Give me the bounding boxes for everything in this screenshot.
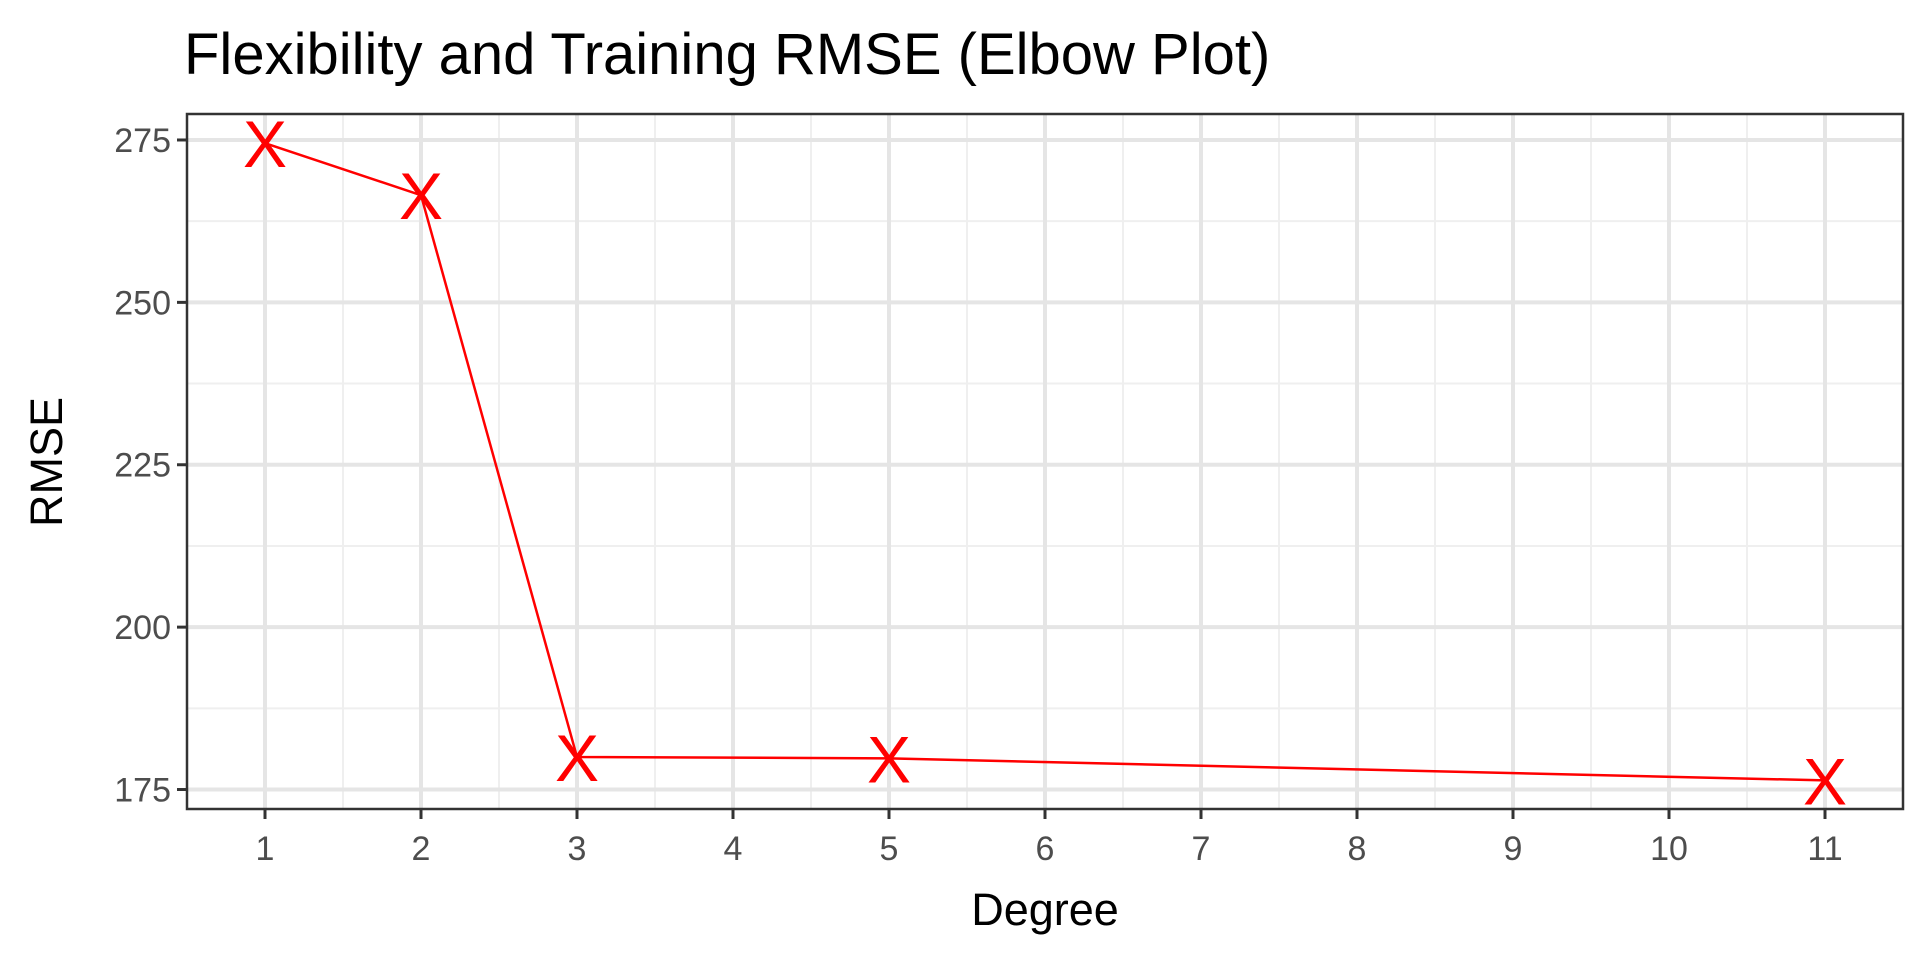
chart-title: Flexibility and Training RMSE (Elbow Plo…	[184, 22, 1270, 87]
x-tick-label: 2	[412, 830, 431, 868]
axis-ticks	[177, 138, 1827, 819]
x-tick-label: 7	[1192, 830, 1211, 868]
x-tick-label: 9	[1504, 830, 1523, 868]
data-point-marker: X	[399, 159, 443, 233]
y-tick-label: 275	[114, 122, 171, 160]
series-line	[264, 142, 1826, 782]
x-tick-label: 3	[568, 830, 587, 868]
x-tick-labels: 1 2 3 4 5 6 7 8 9 10 11	[256, 830, 1843, 868]
y-tick-label: 200	[114, 609, 171, 647]
x-tick-label: 5	[880, 830, 899, 868]
y-tick-labels: 175 200 225 250 275	[114, 122, 171, 810]
y-tick-label: 225	[114, 447, 171, 485]
major-gridlines	[187, 114, 1903, 809]
data-points: X X X X X	[243, 107, 1847, 818]
x-tick-label: 6	[1036, 830, 1055, 868]
x-tick-label: 8	[1348, 830, 1367, 868]
y-tick-label: 175	[114, 772, 171, 810]
data-point-marker: X	[555, 721, 599, 795]
data-point-marker: X	[867, 722, 911, 796]
y-axis-title: RMSE	[21, 397, 72, 527]
x-tick-label: 10	[1650, 830, 1688, 868]
data-point-marker: X	[243, 107, 287, 181]
x-tick-label: 11	[1807, 830, 1842, 868]
data-point-marker: X	[1803, 744, 1847, 818]
x-axis-title: Degree	[971, 884, 1119, 935]
x-tick-label: 1	[256, 830, 275, 868]
x-tick-label: 4	[724, 830, 743, 868]
y-tick-label: 250	[114, 284, 171, 322]
